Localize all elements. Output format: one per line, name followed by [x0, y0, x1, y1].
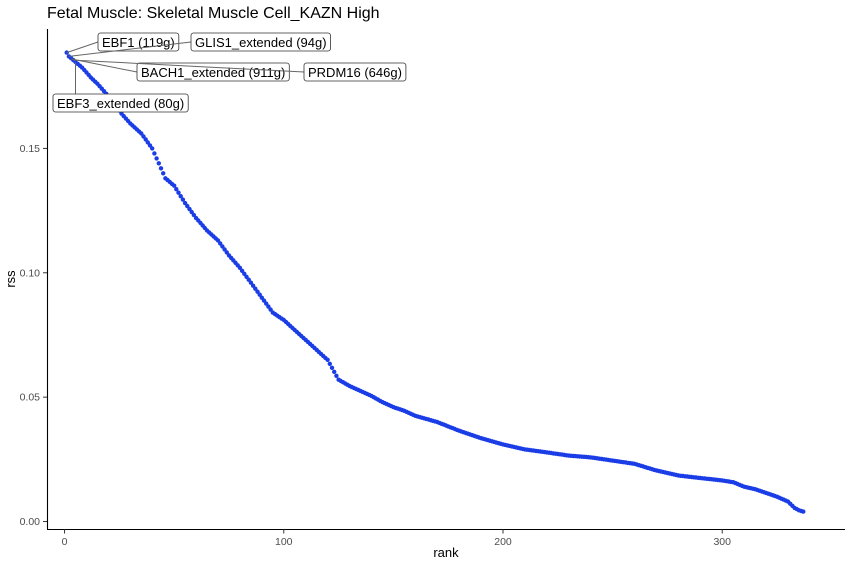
x-tick-label: 200 [494, 536, 512, 548]
annotation-box [52, 93, 189, 113]
annotation-label: EBF3_extended (80g) [52, 62, 189, 113]
annotation-leader-line [73, 59, 305, 73]
annotation-box [97, 32, 180, 52]
data-points [64, 50, 806, 514]
annotation-text: PRDM16 (646g) [308, 65, 402, 80]
data-point [152, 151, 157, 156]
data-point [174, 187, 179, 192]
y-tick-label: 0.00 [20, 516, 41, 528]
data-point [325, 357, 330, 362]
annotation-box [303, 62, 407, 82]
data-point [161, 171, 166, 176]
point-annotations: EBF1 (119g) GLIS1_extended (94g)BACH1_ext… [52, 32, 407, 113]
data-point [332, 369, 337, 374]
x-axis-title: rank [433, 545, 459, 560]
x-axis-ticks: 0 100 200 300 [62, 529, 731, 548]
data-point [156, 161, 161, 166]
y-axis-title: rss [3, 270, 18, 288]
data-point [158, 166, 164, 171]
y-tick-label: 0.05 [20, 392, 41, 404]
x-tick-label: 300 [713, 536, 731, 548]
annotation-box [190, 32, 331, 52]
annotation-text: GLIS1_extended (94g) [195, 35, 327, 50]
annotation-text: EBF3_extended (80g) [57, 96, 184, 111]
x-tick-label: 100 [275, 536, 293, 548]
x-tick-label: 0 [62, 536, 68, 548]
data-point [327, 361, 332, 366]
y-tick-label: 0.15 [20, 143, 41, 155]
data-point [176, 190, 181, 195]
y-tick-label: 0.10 [20, 267, 41, 279]
data-point [334, 373, 339, 378]
annotation-leader-line [68, 41, 192, 57]
data-point [154, 156, 159, 161]
data-point [180, 197, 186, 202]
data-point [801, 509, 806, 514]
annotation-label: PRDM16 (646g) [73, 59, 407, 82]
data-point [172, 183, 177, 188]
y-axis-ticks: 0.00 0.05 0.10 0.15 [20, 143, 47, 528]
annotation-leader-line [71, 58, 138, 73]
chart-title: Fetal Muscle: Skeletal Muscle Cell_KAZN … [47, 5, 380, 22]
data-point [150, 146, 155, 151]
annotation-label: GLIS1_extended (94g) [68, 32, 331, 57]
annotation-box [136, 62, 290, 82]
data-point [329, 365, 335, 370]
data-point [178, 194, 183, 199]
annotation-leader-line [66, 41, 99, 54]
